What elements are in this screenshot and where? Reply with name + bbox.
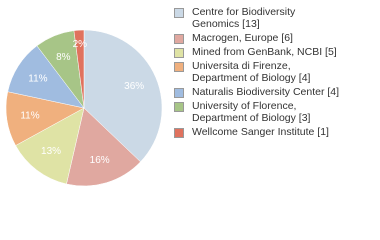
legend: Centre for Biodiversity Genomics [13] Mac…: [174, 6, 378, 138]
legend-swatch: [174, 62, 184, 72]
slice-label: 11%: [20, 111, 39, 122]
legend-swatch: [174, 8, 184, 18]
legend-entry: Naturalis Biodiversity Center [4]: [174, 86, 378, 98]
pie-chart: 36% 16% 13% 11% 11% 8%2%: [5, 29, 163, 187]
pie-slice: [15, 107, 85, 185]
legend-entry: Macrogen, Europe [6]: [174, 32, 378, 44]
slice-label: 36%: [124, 81, 144, 92]
legend-label: University of Florence, Department of Bi…: [192, 100, 311, 124]
legend-label: Macrogen, Europe [6]: [192, 32, 293, 44]
legend-swatch: [174, 48, 184, 58]
legend-swatch: [174, 88, 184, 98]
slice-label: 2%: [73, 39, 88, 50]
slice-label: 11%: [28, 73, 47, 84]
legend-label: Mined from GenBank, NCBI [5]: [192, 46, 337, 58]
legend-label: Centre for Biodiversity Genomics [13]: [192, 6, 296, 30]
slice-label: 16%: [90, 155, 110, 166]
legend-swatch: [174, 102, 184, 112]
legend-label: Universita di Firenze, Department of Bio…: [192, 60, 311, 84]
legend-label: Wellcome Sanger Institute [1]: [192, 126, 329, 138]
legend-entry: University of Florence, Department of Bi…: [174, 100, 378, 124]
pie-slice: [83, 29, 163, 163]
legend-swatch: [174, 34, 184, 44]
pie-slice: [73, 29, 85, 109]
legend-entry: Mined from GenBank, NCBI [5]: [174, 46, 378, 58]
legend-entry: Wellcome Sanger Institute [1]: [174, 126, 378, 138]
legend-label: Naturalis Biodiversity Center [4]: [192, 86, 340, 98]
slice-label: 13%: [41, 146, 61, 157]
legend-swatch: [174, 128, 184, 138]
pie-slice: [66, 107, 141, 187]
legend-entry: Centre for Biodiversity Genomics [13]: [174, 6, 378, 30]
legend-entry: Universita di Firenze, Department of Bio…: [174, 60, 378, 84]
slice-label: 8%: [56, 52, 71, 63]
